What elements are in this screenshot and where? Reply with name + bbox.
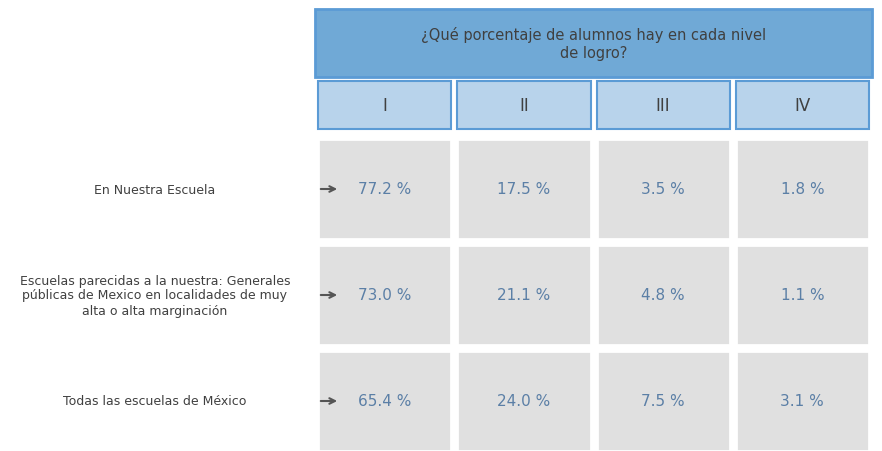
Text: Escuelas parecidas a la nuestra: Generales
públicas de Mexico en localidades de : Escuelas parecidas a la nuestra: General… [19, 274, 290, 317]
Bar [736, 82, 869, 130]
Text: 7.5 %: 7.5 % [641, 394, 685, 409]
Text: III: III [656, 97, 670, 115]
Text: 73.0 %: 73.0 % [358, 288, 411, 303]
Text: 17.5 %: 17.5 % [497, 182, 550, 197]
Text: 1.8 %: 1.8 % [781, 182, 824, 197]
Text: Todas las escuelas de México: Todas las escuelas de México [64, 395, 247, 408]
Text: 21.1 %: 21.1 % [497, 288, 550, 303]
Bar [457, 140, 591, 239]
Bar [596, 245, 729, 345]
Bar [457, 245, 591, 345]
Text: 65.4 %: 65.4 % [358, 394, 411, 409]
Bar [457, 82, 591, 130]
Bar [318, 245, 452, 345]
Text: ¿Qué porcentaje de alumnos hay en cada nivel
de logro?: ¿Qué porcentaje de alumnos hay en cada n… [421, 27, 766, 60]
Text: 77.2 %: 77.2 % [358, 182, 411, 197]
Text: 1.1 %: 1.1 % [781, 288, 824, 303]
Text: I: I [382, 97, 387, 115]
Text: II: II [519, 97, 528, 115]
Text: En Nuestra Escuela: En Nuestra Escuela [94, 183, 215, 196]
Bar [315, 10, 872, 78]
Bar [318, 140, 452, 239]
Bar [596, 351, 729, 451]
Bar [457, 351, 591, 451]
Bar [318, 351, 452, 451]
Text: 3.1 %: 3.1 % [781, 394, 825, 409]
Text: 4.8 %: 4.8 % [641, 288, 685, 303]
Bar [596, 82, 729, 130]
Text: 3.5 %: 3.5 % [641, 182, 685, 197]
Text: IV: IV [795, 97, 811, 115]
Bar [318, 82, 452, 130]
Text: 24.0 %: 24.0 % [497, 394, 550, 409]
Bar [736, 245, 869, 345]
Bar [736, 140, 869, 239]
Bar [736, 351, 869, 451]
Bar [596, 140, 729, 239]
